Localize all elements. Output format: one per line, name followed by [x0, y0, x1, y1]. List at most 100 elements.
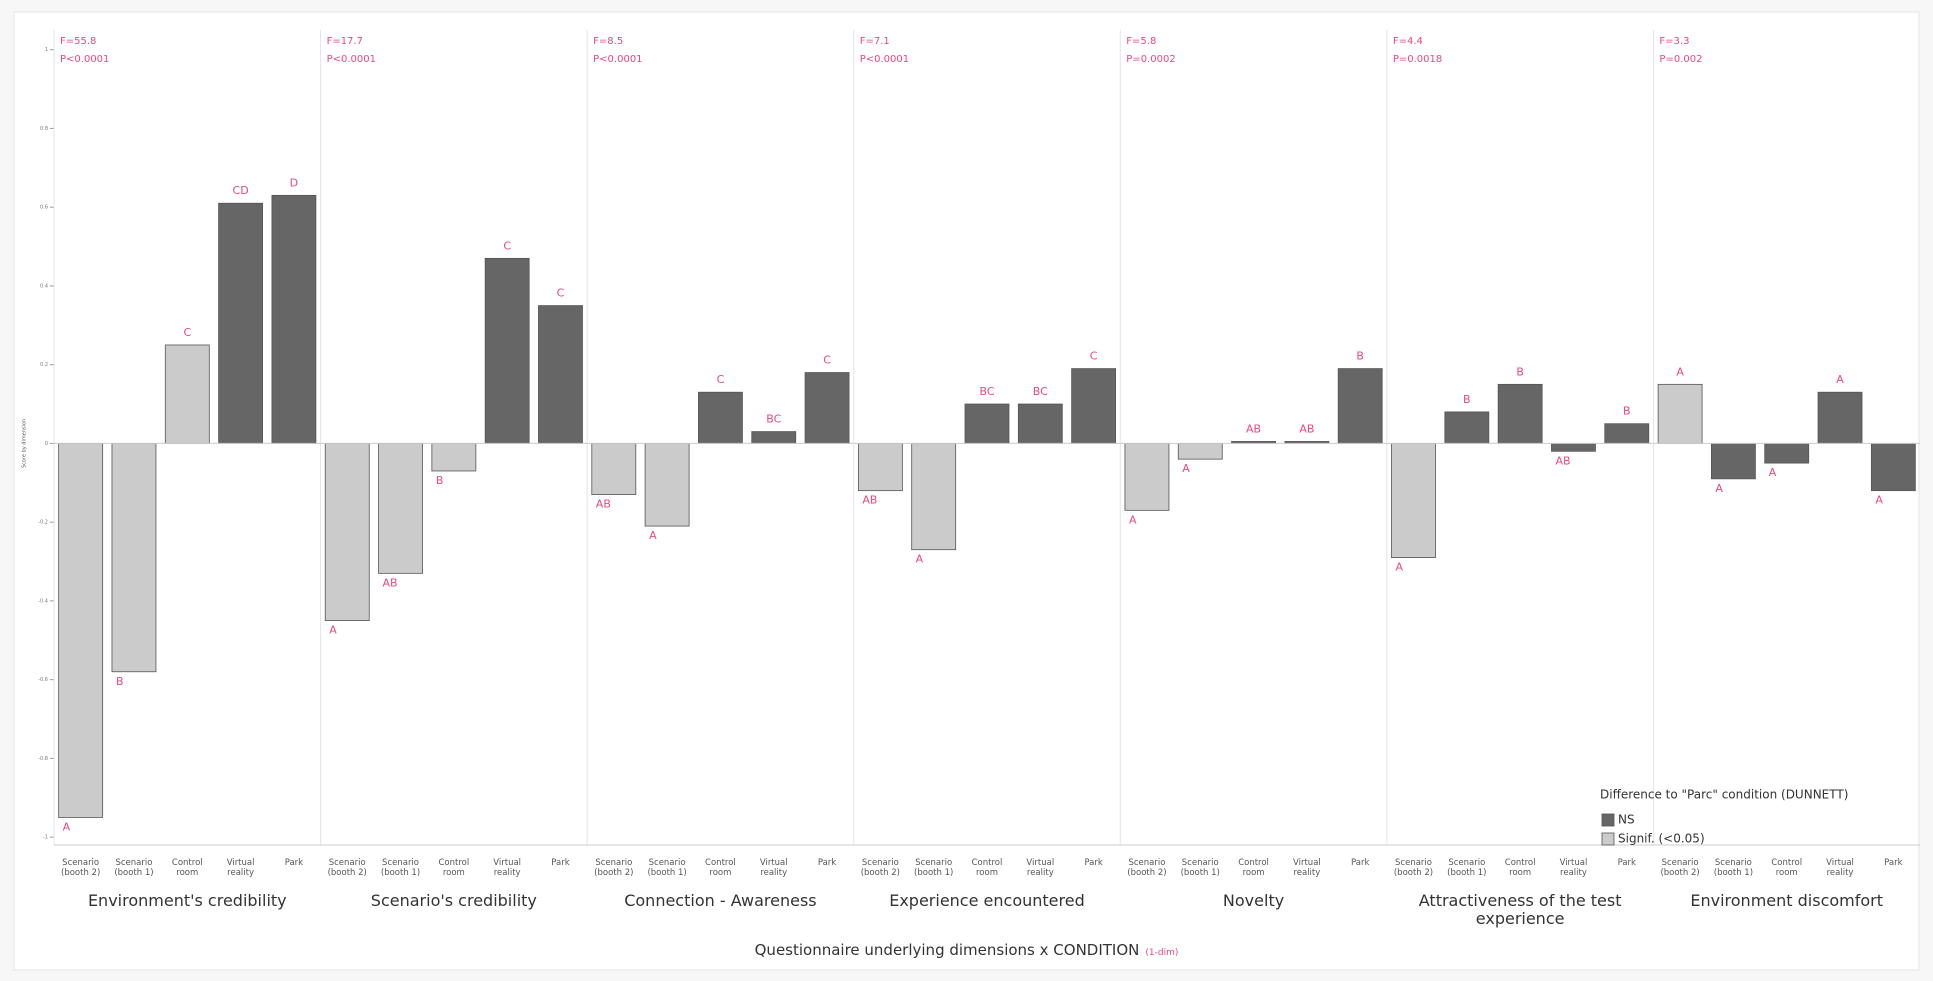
bar [1124, 443, 1170, 511]
bar-letter: C [823, 354, 831, 367]
bar [1870, 443, 1916, 492]
bar-letter: C [557, 287, 565, 300]
x-tick-label: Park [284, 858, 304, 868]
bar-letter: A [1129, 513, 1137, 526]
bar-letter: A [1715, 482, 1723, 495]
bar-letter: A [916, 553, 924, 566]
y-tick-label: 0 [45, 441, 48, 447]
bar-letter: A [1676, 365, 1684, 378]
panel-stat: P=0.0018 [1393, 54, 1442, 65]
x-tick-label: Park [1617, 858, 1636, 868]
bar [751, 431, 797, 444]
y-tick-label: 0.6 [40, 205, 48, 211]
x-tick-label: Scenario (booth 1) [380, 858, 421, 878]
y-tick-label: 0.2 [40, 362, 48, 368]
x-tick-label: Scenario (booth 2) [860, 858, 900, 878]
x-tick-label: Control room [705, 858, 736, 878]
panel-stat: F=5.8 [1126, 36, 1156, 47]
x-tick-label: Scenario (booth 2) [1660, 858, 1700, 878]
panel-stat: F=7.1 [860, 36, 890, 47]
bar [591, 443, 637, 495]
bar [164, 344, 210, 444]
panel-stat: P=0.0002 [1126, 54, 1175, 65]
bar [58, 443, 104, 818]
panel-title: Environment discomfort [1690, 891, 1884, 910]
x-tick-label: Scenario (booth 1) [1180, 858, 1220, 878]
x-axis-note: (1-dim) [1145, 948, 1179, 958]
bar-letter: BC [1033, 385, 1048, 398]
x-tick-label: Control room [1504, 858, 1536, 878]
panel-stat: P<0.0001 [60, 54, 109, 65]
bar-letter: A [63, 820, 71, 833]
legend-label: Signif. (<0.05) [1618, 832, 1705, 846]
x-tick-label: Scenario (booth 2) [61, 858, 101, 878]
bar [1071, 368, 1117, 444]
bar-letter: AB [862, 494, 877, 507]
x-tick-label: Control room [1771, 858, 1803, 878]
y-tick-label: -0.2 [38, 520, 48, 526]
x-tick-label: Scenario (booth 1) [1713, 858, 1754, 878]
panel-stat: F=4.4 [1393, 36, 1423, 47]
bar-letter: C [1090, 350, 1098, 363]
bar-letter: A [1182, 462, 1190, 475]
panel-stat: P<0.0001 [593, 54, 642, 65]
x-tick-label: Scenario (booth 1) [647, 858, 687, 878]
bar [484, 257, 530, 444]
x-tick-label: Park [1884, 858, 1903, 868]
bar [1391, 443, 1436, 558]
bar [324, 443, 370, 621]
bar [431, 443, 477, 472]
bar [698, 391, 743, 444]
panel-stat: P<0.0001 [860, 54, 909, 65]
bar-letter: C [717, 373, 725, 386]
panel-stat: F=55.8 [60, 36, 96, 47]
panel-title: Environment's credibility [87, 891, 287, 910]
x-tick-label: Scenario (booth 1) [1447, 858, 1487, 878]
bar-letter: A [329, 624, 337, 637]
x-tick-label: Control room [971, 858, 1003, 878]
bar-letter: D [290, 176, 298, 189]
bar-letter: A [1769, 466, 1777, 479]
x-tick-label: Scenario (booth 1) [914, 858, 954, 878]
bar [1764, 443, 1810, 464]
x-tick-label: Scenario (booth 2) [594, 858, 634, 878]
panel-title: Experience encountered [889, 891, 1085, 910]
bar [271, 194, 317, 444]
bar-letter: AB [1246, 422, 1261, 435]
x-axis-title: Questionnaire underlying dimensions x CO… [754, 941, 1140, 959]
x-tick-label: Virtual reality [1559, 858, 1588, 878]
bar-letter: A [649, 529, 657, 542]
legend-title: Difference to "Parc" condition (DUNNETT) [1600, 788, 1848, 802]
x-tick-label: Virtual reality [1826, 858, 1854, 878]
bar-letter: AB [1555, 454, 1570, 467]
x-tick-label: Control room [171, 858, 203, 878]
panel-title: Connection - Awareness [624, 891, 817, 910]
x-tick-label: Control room [1238, 858, 1269, 878]
bar [1444, 411, 1490, 444]
bar-letter: B [1356, 350, 1364, 363]
x-tick-label: Scenario (booth 2) [327, 858, 367, 878]
x-tick-label: Park [1084, 858, 1103, 868]
x-axis-label: Questionnaire underlying dimensions x CO… [0, 941, 1933, 959]
x-tick-label: Virtual reality [1026, 858, 1055, 878]
bar [1551, 443, 1596, 452]
bar-letter: B [436, 474, 444, 487]
x-tick-label: Scenario (booth 2) [1393, 858, 1434, 878]
panel-stat: P=0.002 [1659, 54, 1702, 65]
bar-letter: BC [766, 413, 781, 426]
y-tick-label: -1 [43, 835, 48, 841]
bar-letter: A [1396, 561, 1404, 574]
legend-swatch [1601, 832, 1615, 846]
y-tick-label: -0.8 [38, 756, 48, 762]
x-tick-label: Virtual reality [226, 858, 255, 878]
y-tick-label: 1 [45, 47, 48, 53]
bar [857, 443, 903, 492]
bar [111, 443, 157, 673]
bar-letter: B [1623, 405, 1631, 418]
bar [1497, 383, 1543, 444]
panel-stat: F=8.5 [593, 36, 623, 47]
y-tick-label: 0.8 [40, 126, 48, 132]
bar [1337, 368, 1383, 444]
x-tick-label: Scenario (booth 1) [114, 858, 154, 878]
